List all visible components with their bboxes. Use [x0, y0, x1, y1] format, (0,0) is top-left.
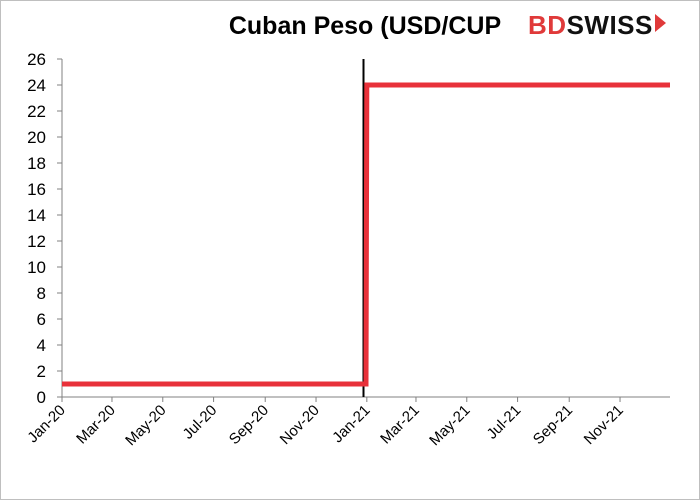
y-tick-label: 0	[37, 388, 46, 407]
y-tick-label: 6	[37, 310, 46, 329]
logo-bd: BD	[528, 10, 567, 40]
x-tick-label: Mar-20	[73, 402, 119, 448]
y-tick-label: 2	[37, 362, 46, 381]
chevron-right-icon	[654, 14, 666, 32]
x-tick-label: May-21	[426, 402, 473, 449]
logo-swiss: SWISS	[566, 10, 653, 40]
y-tick-label: 16	[27, 180, 46, 199]
y-tick-label: 8	[37, 284, 46, 303]
y-tick-label: 26	[27, 50, 46, 69]
bdswiss-logo: BDSWISS	[528, 10, 666, 41]
x-tick-label: May-20	[122, 402, 169, 449]
y-tick-label: 18	[27, 154, 46, 173]
x-tick-label: Jan-20	[24, 402, 68, 446]
y-tick-label: 22	[27, 102, 46, 121]
y-tick-label: 20	[27, 128, 46, 147]
x-tick-label: Jan-21	[329, 402, 373, 446]
x-tick-label: Mar-21	[377, 402, 423, 448]
x-tick-label: Nov-21	[581, 402, 627, 448]
x-tick-label: Jul-21	[483, 402, 524, 443]
series-line	[62, 82, 670, 387]
x-tick-label: Sep-20	[226, 402, 272, 448]
x-tick-label: Jul-20	[179, 402, 220, 443]
y-tick-label: 24	[27, 76, 46, 95]
chart-title: Cuban Peso (USD/CUP	[228, 12, 502, 40]
y-tick-label: 10	[27, 258, 46, 277]
x-tick-label: Sep-21	[530, 402, 576, 448]
y-tick-label: 14	[27, 206, 46, 225]
y-tick-label: 4	[37, 336, 46, 355]
y-tick-label: 12	[27, 232, 46, 251]
x-tick-label: Nov-20	[277, 402, 323, 448]
